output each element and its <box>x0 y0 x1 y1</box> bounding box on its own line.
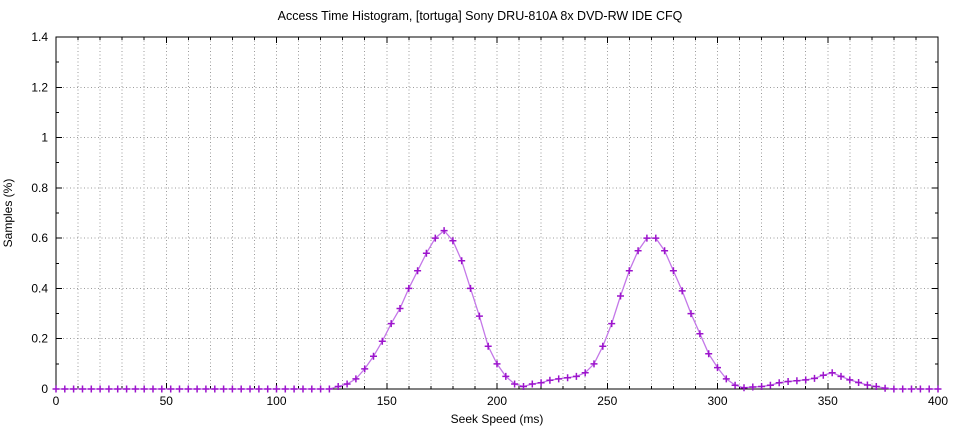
x-tick-label: 250 <box>597 394 617 408</box>
x-tick-label: 100 <box>266 394 286 408</box>
y-tick-label: 0.2 <box>31 332 48 346</box>
tick-label-layer: 0 50 100 150 200 250 300 350 400 0 0.2 0.4 0.6 0.8 1 1.… <box>31 30 948 408</box>
y-tick-label: 0.8 <box>31 181 48 195</box>
x-tick-label: 350 <box>818 394 838 408</box>
chart-title: Access Time Histogram, [tortuga] Sony DR… <box>278 9 683 23</box>
x-tick-label: 150 <box>377 394 397 408</box>
grid-layer <box>56 37 938 389</box>
y-tick-label: 0.6 <box>31 231 48 245</box>
y-tick-label: 1.2 <box>31 80 48 94</box>
series-plus-markers <box>52 227 942 393</box>
y-tick-label: 0 <box>41 382 48 396</box>
x-tick-label: 0 <box>53 394 60 408</box>
x-tick-label: 200 <box>487 394 507 408</box>
plot-border-layer <box>55 36 939 390</box>
y-tick-label: 0.4 <box>31 281 48 295</box>
plot-border <box>55 36 939 390</box>
x-tick-label: 50 <box>160 394 174 408</box>
y-axis-label: Samples (%) <box>1 179 15 248</box>
y-tick-label: 1 <box>41 131 48 145</box>
data-series-layer <box>52 227 942 393</box>
x-tick-label: 400 <box>928 394 948 408</box>
x-tick-label: 300 <box>707 394 727 408</box>
y-tick-label: 1.4 <box>31 30 48 44</box>
x-axis-label: Seek Speed (ms) <box>451 412 544 426</box>
